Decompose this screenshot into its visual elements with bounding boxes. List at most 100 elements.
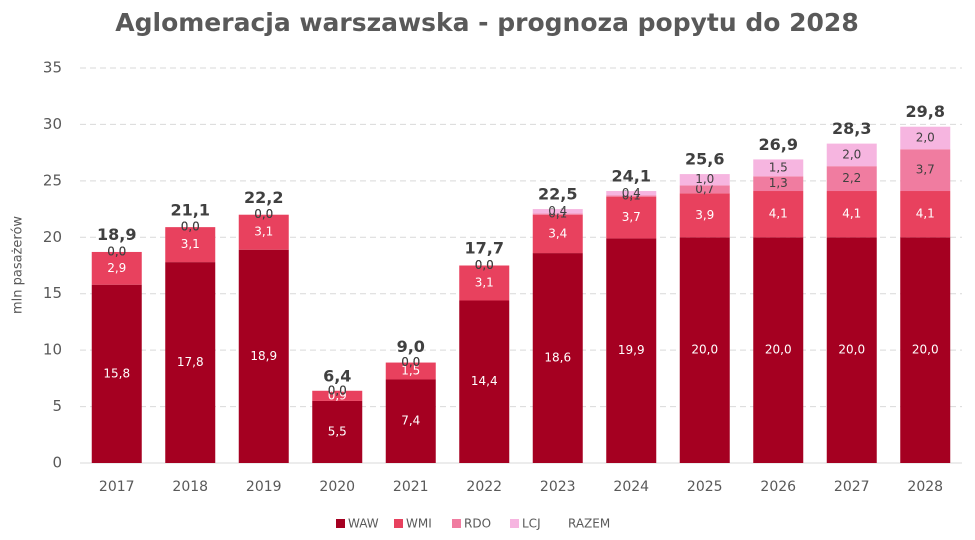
bar-segment: [459, 265, 510, 301]
data-label: 18,9: [250, 349, 277, 363]
bar-segment: [165, 227, 216, 263]
data-label: 0,9: [328, 388, 347, 402]
total-label: 6,4: [323, 366, 351, 385]
data-label: 7,4: [401, 414, 420, 428]
bar-segment: [679, 237, 730, 463]
bar-segment: [532, 213, 583, 215]
bar-segment: [826, 166, 877, 192]
y-tick-label: 30: [43, 115, 62, 133]
bar-segment: [606, 195, 657, 197]
total-label: 24,1: [612, 167, 651, 186]
data-label: 1,5: [401, 364, 420, 378]
data-label: 0,0: [254, 207, 273, 221]
x-tick-label: 2017: [99, 479, 135, 495]
y-tick-label: 25: [43, 171, 62, 189]
data-label: 2,0: [842, 147, 861, 161]
data-label: 0,0: [181, 220, 200, 234]
total-label: 18,9: [97, 225, 136, 244]
y-axis-label: mln pasażerów: [11, 216, 26, 314]
data-label: 1,5: [769, 160, 788, 174]
data-label: 0,0: [328, 383, 347, 397]
bar-segment: [679, 174, 730, 186]
x-tick-label: 2019: [246, 479, 282, 495]
data-label: 17,8: [177, 355, 204, 369]
data-label: 3,7: [916, 163, 935, 177]
legend-swatch: [394, 519, 403, 528]
data-label: 0,4: [548, 204, 567, 218]
data-label: 1,3: [769, 176, 788, 190]
bar-segment: [385, 362, 436, 380]
y-tick-label: 20: [43, 228, 62, 246]
bar-segment: [238, 249, 289, 463]
bar-segment: [385, 379, 436, 463]
data-label: 0,0: [401, 355, 420, 369]
legend-swatch: [452, 519, 461, 528]
data-label: 0,4: [622, 186, 641, 200]
legend-label: WMI: [406, 517, 432, 531]
data-label: 0,0: [107, 244, 126, 258]
legend-swatch: [336, 519, 345, 528]
data-label: 2,0: [916, 130, 935, 144]
data-label: 1,0: [695, 172, 714, 186]
data-label: 0,0: [401, 355, 420, 369]
x-tick-label: 2025: [687, 479, 723, 495]
data-label: 4,1: [916, 207, 935, 221]
bar-segment: [606, 191, 657, 196]
data-label: 3,1: [254, 225, 273, 239]
data-label: 20,0: [765, 343, 792, 357]
total-label: 22,5: [538, 185, 577, 204]
bar-segment: [532, 214, 583, 254]
data-label: 5,5: [328, 424, 347, 438]
bar-segment: [606, 238, 657, 463]
y-tick-label: 10: [43, 341, 62, 359]
bar-segment: [238, 214, 289, 250]
data-label: 18,6: [544, 351, 571, 365]
data-label: 3,4: [548, 226, 567, 240]
data-label: 20,0: [838, 343, 865, 357]
total-label: 29,8: [906, 102, 945, 121]
data-label: 2,2: [842, 171, 861, 185]
bar-segment: [900, 191, 951, 238]
data-label: 0,0: [107, 244, 126, 258]
legend-label: WAW: [348, 517, 379, 531]
bar-segment: [165, 262, 216, 463]
bar-segment: [532, 209, 583, 214]
y-tick-label: 5: [52, 397, 62, 415]
y-tick-label: 35: [43, 59, 62, 77]
bar-segment: [91, 251, 142, 285]
data-label: 20,0: [912, 343, 939, 357]
bar-segment: [826, 143, 877, 167]
bar-segment: [679, 193, 730, 238]
bar-segment: [900, 126, 951, 150]
bar-segment: [753, 237, 804, 463]
y-tick-label: 0: [52, 454, 62, 472]
data-label: 0,0: [254, 207, 273, 221]
x-tick-label: 2020: [319, 479, 355, 495]
bar-segment: [753, 191, 804, 238]
bar-segment: [312, 400, 363, 463]
x-tick-label: 2026: [760, 479, 796, 495]
data-label: 3,9: [695, 208, 714, 222]
bar-segment: [606, 196, 657, 239]
data-label: 15,8: [103, 366, 130, 380]
bar-segment: [459, 300, 510, 463]
bar-segment: [826, 237, 877, 463]
data-label: 0,0: [475, 258, 494, 272]
bar-segment: [312, 390, 363, 401]
data-label: 4,1: [842, 207, 861, 221]
chart-title: Aglomeracja warszawska - prognoza popytu…: [115, 8, 858, 37]
bar-segment: [900, 237, 951, 463]
data-label: 4,1: [769, 207, 788, 221]
legend-label: LCJ: [522, 517, 541, 531]
bar-segment: [753, 159, 804, 177]
y-tick-label: 15: [43, 284, 62, 302]
bar-segment: [826, 191, 877, 238]
legend-label: RAZEM: [568, 517, 610, 531]
total-label: 26,9: [759, 135, 798, 154]
legend-label: RDO: [464, 517, 491, 531]
legend-swatch: [510, 519, 519, 528]
total-label: 9,0: [397, 337, 425, 356]
data-label: 19,9: [618, 343, 645, 357]
data-label: 20,0: [691, 343, 718, 357]
